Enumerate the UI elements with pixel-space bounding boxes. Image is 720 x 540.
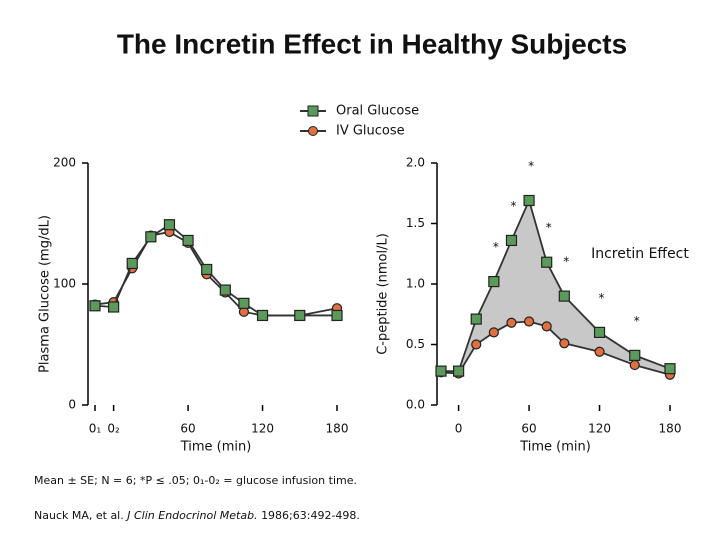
y-tick-label: 200 [53,156,76,170]
x-axis-label: Time (min) [519,440,591,455]
marker [331,309,343,322]
slide-title: The Incretin Effect in Healthy Subjects [117,28,627,59]
citation-details: 1986;63:492-498. [261,509,360,522]
marker [163,219,176,231]
x-tick-label: 0 [455,422,463,436]
y-tick-label: 0.0 [406,398,425,412]
legend-label: IV Glucose [336,124,405,139]
significance-mark: * [546,221,552,235]
marker [629,349,641,361]
marker [145,231,157,243]
difference-area [441,200,670,375]
x-tick-label: 120 [588,422,611,436]
marker [488,327,499,338]
annotation: Incretin Effect [591,246,689,262]
marker [470,313,482,325]
y-tick-label: 100 [53,277,76,291]
x-tick-label: 180 [326,422,349,436]
marker [593,326,606,338]
y-tick-label: 1.5 [406,216,425,230]
marker [541,256,553,268]
y-tick-label: 2.0 [406,156,425,170]
footnote: Mean ± SE; N = 6; *P ≤ .05; 0₁-0₂ = gluc… [34,474,357,487]
x-tick-label: 60 [521,422,536,436]
x-tick-label: 120 [251,422,274,436]
y-axis-label: Plasma Glucose (mg/dL) [38,215,53,373]
marker [256,309,269,322]
x-tick-label: 60 [180,422,195,436]
x-tick-label: 0₁ [89,422,102,436]
marker [594,346,605,357]
significance-mark: * [528,159,534,173]
y-axis-label: C-peptide (nmol/L) [376,233,391,355]
marker [559,338,570,349]
series-line [94,223,337,317]
marker [541,321,552,332]
marker [108,301,120,313]
marker [505,234,518,247]
marker [558,290,570,302]
significance-mark: * [510,199,516,213]
marker [182,234,194,247]
marker [664,363,676,375]
x-axis-label: Time (min) [180,440,252,455]
x-tick-label: 0₂ [107,422,120,436]
legend-marker [308,126,318,136]
citation: Nauck MA, et al. J Clin Endocrinol Metab… [34,509,360,522]
legend-label: Oral Glucose [336,104,419,119]
significance-mark: * [599,291,605,305]
marker [238,297,250,309]
marker [219,284,231,296]
marker [126,257,138,270]
marker [294,309,306,322]
marker [435,365,447,377]
marker [523,194,535,207]
citation-authors: Nauck MA, et al. [34,509,124,522]
marker [488,275,500,288]
y-tick-label: 1.0 [406,277,425,291]
marker [506,317,517,328]
significance-mark: * [563,255,569,269]
y-tick-label: 0.5 [406,337,425,351]
series-line [94,231,338,317]
marker [471,339,482,350]
significance-mark: * [634,314,640,328]
marker [523,316,535,327]
marker [629,359,640,371]
x-tick-label: 180 [659,422,682,436]
marker [453,365,465,377]
citation-journal: J Clin Endocrinol Metab. [125,509,257,522]
legend-marker [307,105,319,117]
significance-mark: * [493,240,499,254]
y-tick-label: 0 [68,398,76,412]
marker [89,300,101,312]
marker [201,263,213,276]
